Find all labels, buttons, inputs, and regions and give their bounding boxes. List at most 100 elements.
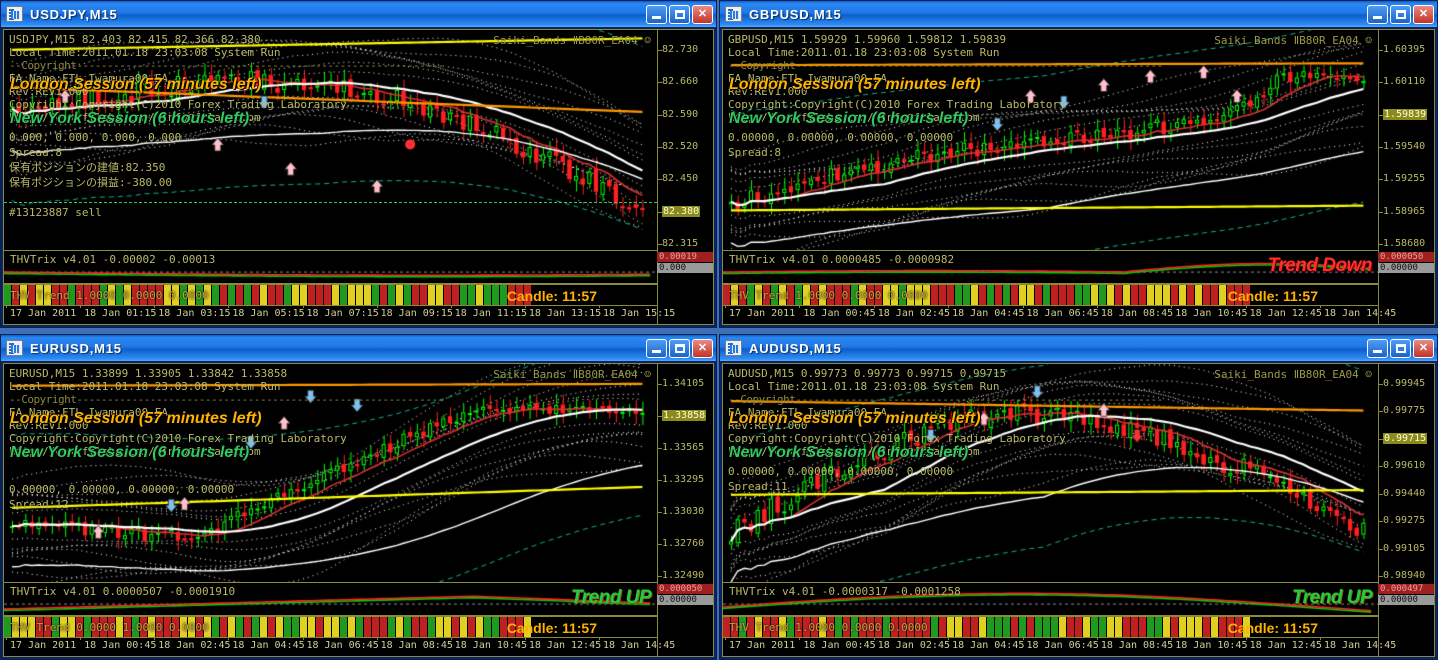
histogram-bar [779,617,786,637]
maximize-button[interactable] [669,338,690,358]
window-titlebar[interactable]: GBPUSD,M15 ✕ [720,1,1437,27]
thvtrix-indicator-pane[interactable]: THVTrix v4.01 0.0000507 -0.0001910 Trend … [4,582,657,616]
histogram-bar [955,285,962,305]
account-info-block: 0.000, 0.000, 0.000, 0.000 Spread:8 保有ポジショ… [9,130,181,190]
histogram-bar [1027,285,1034,305]
chart-window-usdjpy[interactable]: USDJPY,M15 ✕ 82.730 82.660 82.590 82.520 82.45… [0,0,717,328]
histogram-bar [1139,285,1146,305]
histogram-bar [420,617,427,637]
price-tick-label: 1.34105 [657,378,705,389]
trix-axis-top: 0.000050 [1378,252,1434,262]
histogram-bar [276,617,283,637]
candle-timer: Candle: 11:57 [506,288,597,304]
histogram-bar [260,285,267,305]
time-tick-label: 18 Jan 08:45 [1096,637,1174,651]
maximize-button[interactable] [669,4,690,24]
histogram-bar [1187,285,1194,305]
histogram-bar [1211,285,1218,305]
chart-canvas-area[interactable]: 1.34105 1.33858 1.33565 1.33295 1.33030 1.327… [3,363,714,657]
time-tick-label: 18 Jan 05:15 [228,305,305,319]
histogram-bar [508,617,515,637]
histogram-bar [1219,617,1226,637]
price-tick-label: 1.33565 [657,442,705,453]
thv-trend-label: THV Trend 1.0000 0.0000 0.0000 [10,289,209,302]
histogram-bar [148,285,155,305]
histogram-bar [1115,285,1122,305]
window-titlebar[interactable]: EURUSD,M15 ✕ [1,335,716,361]
chart-window-audusd[interactable]: AUDUSD,M15 ✕ 0.99945 0.99775 0.99715 0.99610 0… [719,334,1438,660]
close-button[interactable]: ✕ [692,4,713,24]
histogram-bar [60,617,67,637]
histogram-bars [723,617,1378,637]
histogram-bar [356,617,363,637]
open-order-label: #13123887 sell [9,206,102,219]
chart-window-gbpusd[interactable]: GBPUSD,M15 ✕ 1.60395 1.60110 1.59839 1.59540 1… [719,0,1438,328]
time-tick-label: 18 Jan 07:15 [302,305,379,319]
histogram-bar [164,285,171,305]
histogram-bar [236,285,243,305]
histogram-bar [20,617,27,637]
time-tick-label: 18 Jan 12:45 [1245,305,1322,319]
chart-canvas-area[interactable]: 0.99945 0.99775 0.99715 0.99610 0.99440 0.992… [722,363,1435,657]
close-button[interactable]: ✕ [1413,4,1434,24]
histogram-bar [755,285,762,305]
minimize-button[interactable] [1367,4,1388,24]
chart-header-info: AUDUSD,M15 0.99773 0.99773 0.99715 0.997… [728,367,1163,458]
minimize-button[interactable] [646,4,667,24]
candle-timer: Candle: 11:57 [1227,288,1318,304]
time-tick-label: 18 Jan 14:45 [1319,305,1397,319]
chart-window-icon [6,340,23,356]
histogram-bar [84,617,91,637]
histogram-bar [196,617,203,637]
histogram-bar [1211,617,1218,637]
thv-trend-histogram[interactable]: THV Trend 1.0000 0.0000 0.0000 Candle: 11… [723,284,1378,306]
chart-canvas-area[interactable]: 82.730 82.660 82.590 82.520 82.450 82.380 82.3… [3,29,714,325]
price-tick-label: 82.730 [657,44,699,55]
histogram-bar [412,285,419,305]
chart-canvas-area[interactable]: 1.60395 1.60110 1.59839 1.59540 1.59255 1.589… [722,29,1435,325]
thv-trend-histogram[interactable]: THV Trend 1.0000 0.0000 0.0000 Candle: 11… [723,616,1378,638]
time-tick-label: 18 Jan 04:45 [228,637,305,651]
histogram-bar [116,285,123,305]
histogram-bar [811,617,818,637]
maximize-button[interactable] [1390,4,1411,24]
histogram-bar [116,617,123,637]
revision-line: Rev:REV1.000 [728,85,808,98]
histogram-bar [787,285,794,305]
window-titlebar[interactable]: AUDUSD,M15 ✕ [720,335,1437,361]
indicator-watermark: Saiki_Bands ⅡB80R_EA04 ☺ [1214,368,1372,381]
histogram-bar [364,617,371,637]
close-button[interactable]: ✕ [692,338,713,358]
histogram-bar [955,617,962,637]
thvtrix-indicator-pane[interactable]: THVTrix v4.01 -0.0000317 -0.0001258 Trend… [723,582,1378,616]
histogram-bar [835,285,842,305]
minimize-button[interactable] [1367,338,1388,358]
histogram-bar [284,617,291,637]
histogram-bar [332,285,339,305]
histogram-bar [68,285,75,305]
maximize-button[interactable] [1390,338,1411,358]
histogram-bar [1131,285,1138,305]
thv-trend-histogram[interactable]: THV Trend 0.0000 1.0000 0.0000 Candle: 11… [4,616,657,638]
window-titlebar[interactable]: USDJPY,M15 ✕ [1,1,716,27]
local-time-line: Local Time:2011.01.18 23:03:08 System Ru… [9,46,281,59]
histogram-bar [516,285,523,305]
histogram-bar [899,285,906,305]
thvtrix-indicator-pane[interactable]: THVTrix v4.01 -0.00002 -0.00013 [4,250,657,284]
time-tick-label: 18 Jan 00:45 [799,305,876,319]
minimize-button[interactable] [646,338,667,358]
thv-trend-histogram[interactable]: THV Trend 1.0000 0.0000 0.0000 Candle: 11… [4,284,657,306]
chart-window-eurusd[interactable]: EURUSD,M15 ✕ 1.34105 1.33858 1.33565 1.33295 1… [0,334,717,660]
thvtrix-indicator-pane[interactable]: THVTrix v4.01 0.0000485 -0.0000982 Trend … [723,250,1378,284]
local-time-line: Local Time:2011.01.18 23:03:08 System Ru… [9,380,281,393]
histogram-bar [859,617,866,637]
histogram-bar [132,617,139,637]
price-axis: 0.99945 0.99775 0.99715 0.99610 0.99440 0.992… [1378,364,1434,656]
close-button[interactable]: ✕ [1413,338,1434,358]
histogram-bar [28,285,35,305]
chart-window-icon [6,6,23,22]
histogram-bar [859,285,866,305]
chart-window-icon [725,6,742,22]
histogram-bar [1091,617,1098,637]
histogram-bar [747,617,754,637]
